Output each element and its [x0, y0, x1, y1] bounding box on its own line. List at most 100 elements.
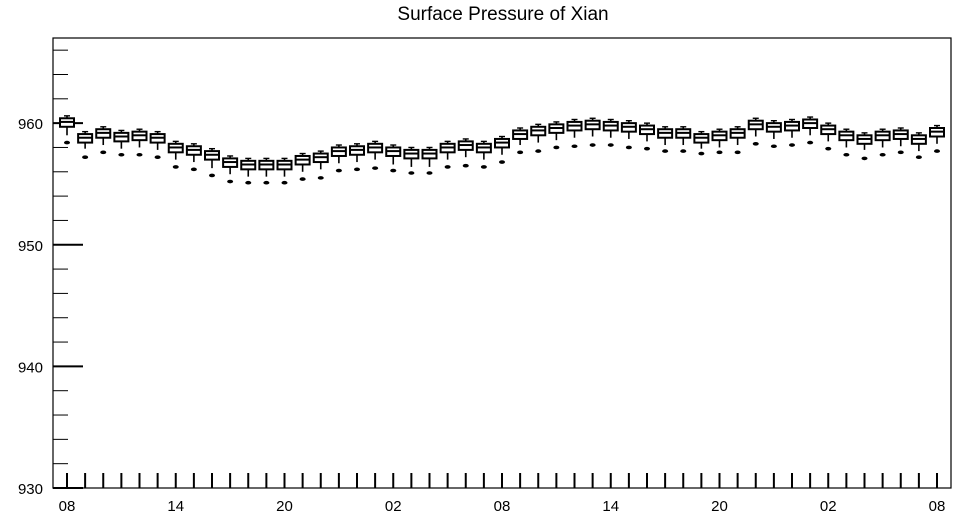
- outlier-point: [807, 140, 814, 145]
- outlier-point: [444, 165, 451, 169]
- outlier-point: [335, 168, 342, 173]
- x-tick-label: 08: [59, 498, 76, 515]
- outlier-point: [209, 173, 215, 178]
- x-tick-label: 14: [602, 498, 619, 515]
- box-item: [222, 155, 239, 184]
- box-item: [204, 147, 220, 178]
- box-item: [403, 146, 420, 175]
- outlier-point: [698, 151, 705, 156]
- outlier-point: [154, 155, 161, 159]
- outlier-point: [897, 150, 904, 155]
- box-item: [675, 126, 692, 153]
- outlier-point: [281, 180, 288, 185]
- outlier-point: [879, 152, 886, 157]
- box-item: [385, 144, 402, 173]
- outlier-point: [354, 167, 360, 172]
- outlier-point: [317, 176, 324, 180]
- box-item: [95, 126, 112, 155]
- box-item: [784, 118, 800, 147]
- x-tick-label: 08: [494, 498, 511, 515]
- outlier-point: [915, 155, 922, 159]
- box-item: [439, 140, 456, 169]
- x-tick-label: 02: [385, 498, 402, 515]
- outlier-point: [390, 168, 397, 173]
- outlier-point: [263, 180, 270, 185]
- box-item: [77, 130, 94, 159]
- box-item: [149, 130, 166, 159]
- x-tick-label: 08: [929, 498, 946, 515]
- outlier-point: [64, 140, 70, 145]
- box-item: [892, 127, 909, 155]
- outlier-point: [716, 150, 723, 155]
- box-item: [457, 138, 474, 168]
- box-item: [820, 122, 837, 151]
- outlier-point: [571, 144, 578, 149]
- outlier-point: [644, 146, 650, 151]
- box-item: [548, 121, 565, 150]
- outlier-point: [245, 180, 252, 185]
- box-item: [240, 157, 257, 185]
- box-item: [657, 126, 674, 153]
- outlier-point: [680, 149, 687, 153]
- chart-title: Surface Pressure of Xian: [397, 4, 609, 25]
- outlier-point: [843, 152, 850, 157]
- outlier-point: [480, 165, 487, 169]
- outlier-point: [861, 156, 868, 161]
- outlier-point: [535, 149, 542, 153]
- box-item: [729, 126, 746, 155]
- outlier-point: [299, 177, 306, 181]
- outlier-point: [190, 167, 197, 172]
- box-item: [693, 130, 710, 156]
- box-item: [131, 128, 148, 157]
- outlier-point: [825, 146, 832, 151]
- box-item: [494, 135, 510, 164]
- box-item: [765, 120, 782, 149]
- box-item: [294, 152, 311, 181]
- box-item: [620, 120, 637, 150]
- outlier-point: [462, 163, 469, 168]
- outlier-point: [118, 152, 125, 157]
- x-tick-label: 20: [711, 498, 728, 515]
- box-item: [910, 132, 927, 159]
- outlier-point: [607, 143, 614, 147]
- x-tick-label: 02: [820, 498, 837, 515]
- box-item: [566, 118, 583, 149]
- outlier-point: [408, 171, 415, 175]
- box-item: [312, 150, 329, 180]
- box-item: [530, 123, 547, 153]
- outlier-point: [752, 142, 759, 146]
- box-item: [475, 140, 492, 169]
- box-item: [838, 128, 855, 157]
- y-tick-label: 930: [18, 481, 43, 498]
- outlier-point: [553, 145, 560, 150]
- outlier-point: [82, 155, 89, 159]
- box-item: [367, 140, 384, 170]
- box-item: [59, 115, 75, 145]
- outlier-point: [662, 149, 669, 153]
- box-item: [512, 127, 529, 155]
- box-item: [113, 129, 130, 157]
- box-item: [185, 143, 202, 172]
- x-tick-label: 14: [167, 498, 184, 515]
- box-item: [856, 132, 873, 161]
- box-item: [874, 128, 891, 157]
- box-item: [747, 117, 764, 146]
- box-item: [584, 117, 601, 147]
- box-item: [602, 118, 619, 147]
- outlier-point: [625, 145, 632, 150]
- plot-frame: [52, 37, 952, 489]
- box-item: [330, 144, 347, 173]
- outlier-point: [934, 149, 940, 153]
- box-item: [276, 157, 293, 185]
- box-item: [349, 143, 365, 172]
- y-tick-label: 960: [18, 116, 43, 133]
- y-tick-label: 950: [18, 238, 43, 255]
- x-tick-label: 20: [276, 498, 293, 515]
- box-item: [258, 157, 275, 185]
- box-item: [639, 122, 655, 151]
- outlier-point: [499, 160, 505, 164]
- box-item: [929, 124, 945, 153]
- outlier-point: [426, 171, 433, 175]
- outlier-point: [734, 150, 741, 155]
